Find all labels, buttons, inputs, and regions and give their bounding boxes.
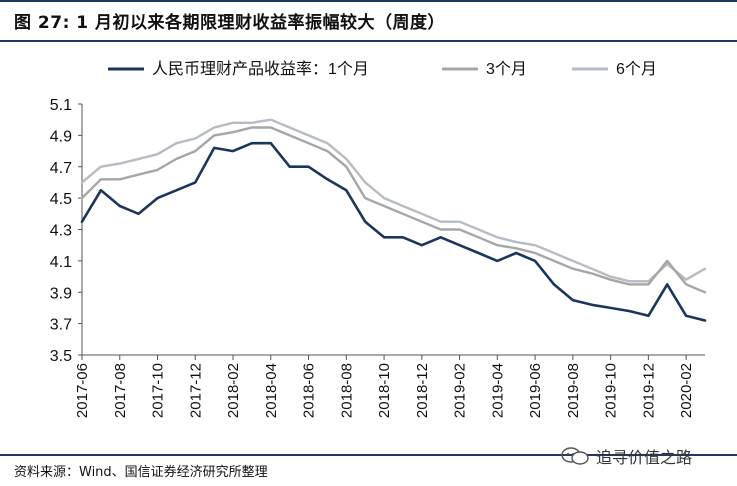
x-tick-label: 2019-04 (489, 363, 506, 418)
legend-label-2: 3个月 (486, 60, 527, 78)
watermark: 追寻价值之路 (560, 444, 692, 468)
figure-title: 图 27: 1 月初以来各期限理财收益率振幅较大（周度） (14, 13, 446, 33)
y-tick-label: 4.9 (50, 128, 72, 145)
y-tick-label: 3.9 (50, 285, 72, 302)
x-tick-label: 2019-06 (527, 363, 544, 418)
y-tick-label: 3.7 (50, 317, 72, 334)
series-group (80, 118, 707, 322)
bottom-rule (0, 454, 737, 456)
x-tick-label: 2018-02 (225, 363, 242, 418)
axes: 3.5 3.7 3.9 4.1 4.3 4.5 4.7 4.9 5.1 2017-06 2017-0… (50, 97, 705, 418)
y-tick-label: 3.5 (50, 348, 72, 365)
series-line-3 (80, 118, 707, 283)
x-tick-label: 2019-10 (603, 363, 620, 418)
legend-label-1: 人民币理财产品收益率：1个月 (152, 60, 369, 78)
wechat-icon (561, 447, 589, 465)
y-tick-label: 4.1 (50, 254, 72, 271)
y-tick-label: 4.7 (50, 160, 72, 177)
x-tick-label: 2020-02 (678, 363, 695, 418)
x-tick-label: 2017-06 (74, 363, 91, 418)
x-tick-label: 2018-06 (301, 363, 318, 418)
source-note: 资料来源：Wind、国信证券经济研究所整理 (14, 465, 268, 480)
x-tick-label: 2017-10 (150, 363, 167, 418)
y-tick-label: 4.3 (50, 223, 72, 240)
legend-label-3: 6个月 (616, 60, 657, 78)
y-tick-label: 4.5 (50, 191, 72, 208)
x-tick-label: 2018-04 (263, 363, 280, 418)
watermark-text: 追寻价值之路 (596, 448, 693, 467)
x-tick-label: 2018-10 (376, 363, 393, 418)
x-tick-label: 2019-08 (565, 363, 582, 418)
x-tick-label: 2017-08 (112, 363, 129, 418)
y-tick-label: 5.1 (50, 97, 72, 114)
line-chart: 3.5 3.7 3.9 4.1 4.3 4.5 4.7 4.9 5.1 2017-06 2017-0… (50, 60, 707, 418)
legend: 人民币理财产品收益率：1个月 3个月 6个月 (108, 60, 657, 78)
title-bar: 图 27: 1 月初以来各期限理财收益率振幅较大（周度） (0, 0, 737, 42)
x-tick-label: 2018-12 (414, 363, 431, 418)
series-line-2 (80, 126, 707, 294)
x-tick-label: 2019-02 (452, 363, 469, 418)
x-tick-label: 2019-12 (640, 363, 657, 418)
x-tick-label: 2017-12 (187, 363, 204, 418)
x-tick-label: 2018-08 (338, 363, 355, 418)
series-line-1 (80, 141, 707, 322)
